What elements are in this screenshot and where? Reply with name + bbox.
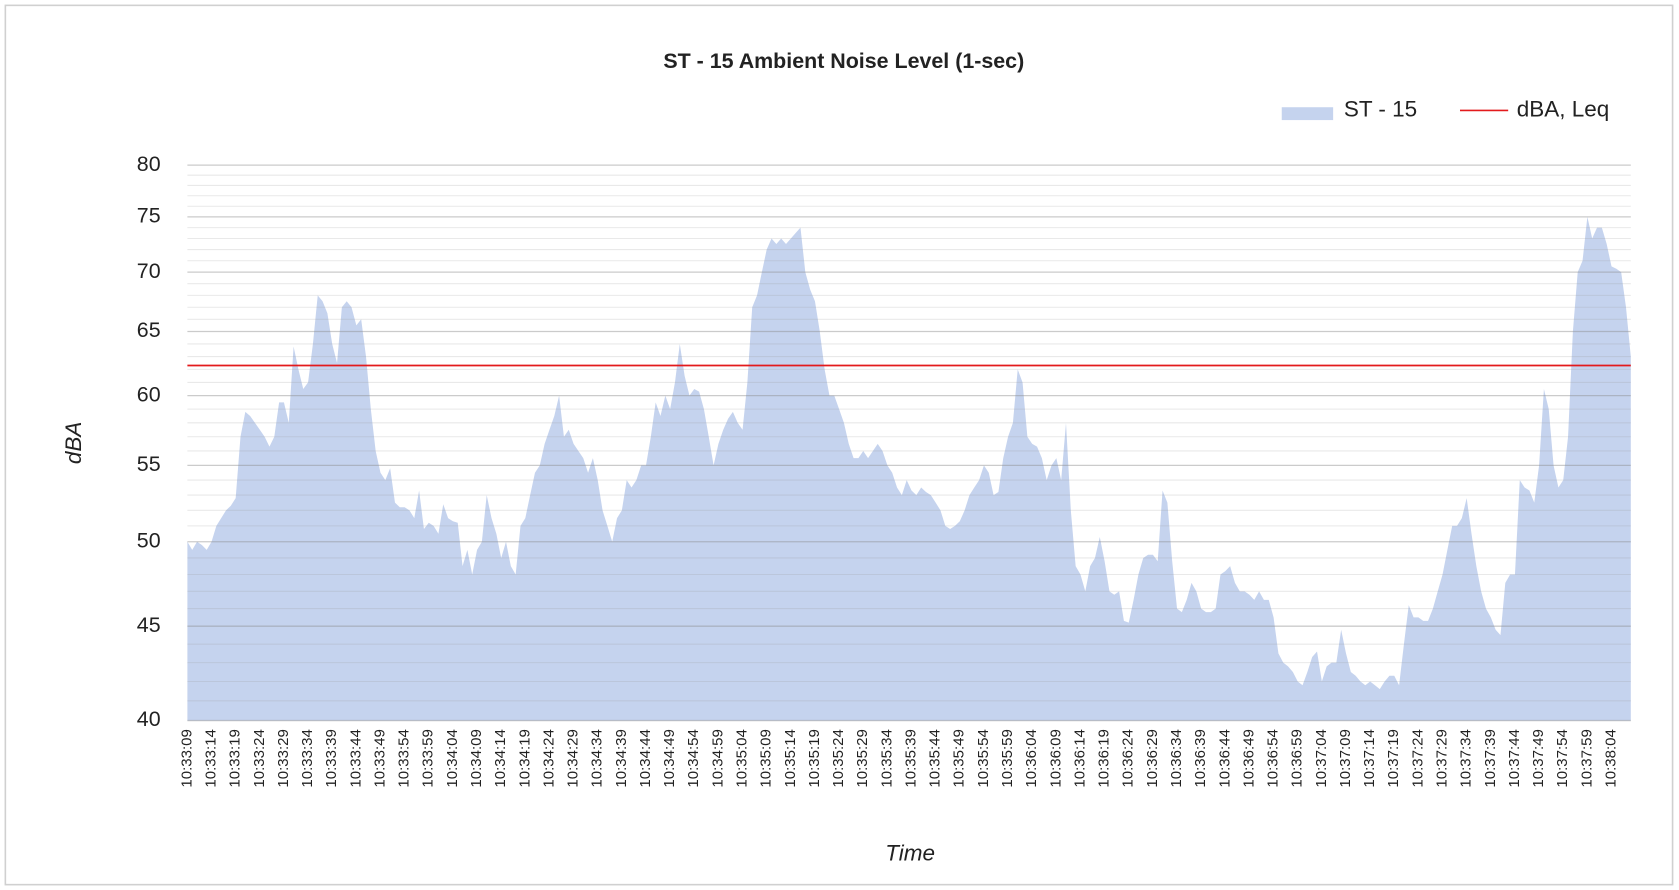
y-tick-label: 55 — [137, 452, 161, 476]
x-tick-label: 10:34:39 — [613, 729, 630, 787]
x-tick-label: 10:33:54 — [396, 729, 413, 787]
legend-label: dBA, Leq — [1517, 96, 1610, 121]
x-tick-label: 10:35:19 — [806, 729, 823, 787]
x-tick-label: 10:33:59 — [420, 729, 437, 787]
x-tick-label: 10:37:49 — [1530, 729, 1547, 787]
x-tick-label: 10:36:39 — [1192, 729, 1209, 787]
y-tick-label: 60 — [137, 382, 161, 406]
x-tick-label: 10:36:09 — [1047, 729, 1064, 787]
x-tick-label: 10:34:34 — [589, 729, 606, 787]
x-tick-label: 10:37:59 — [1578, 729, 1595, 787]
x-tick-label: 10:34:04 — [444, 729, 461, 787]
x-tick-label: 10:34:14 — [492, 729, 509, 787]
x-tick-label: 10:36:59 — [1289, 729, 1306, 787]
x-tick-label: 10:33:34 — [299, 729, 316, 787]
x-tick-label: 10:34:44 — [637, 729, 654, 787]
x-tick-label: 10:33:19 — [227, 729, 244, 787]
x-tick-label: 10:33:44 — [347, 729, 364, 787]
x-tick-label: 10:37:04 — [1313, 729, 1330, 787]
x-tick-label: 10:33:29 — [275, 729, 292, 787]
legend-label: ST - 15 — [1344, 96, 1417, 121]
y-tick-label: 40 — [137, 707, 161, 731]
x-tick-label: 10:34:24 — [540, 729, 557, 787]
x-tick-label: 10:35:54 — [975, 729, 992, 787]
x-tick-label: 10:37:34 — [1458, 729, 1475, 787]
area — [187, 216, 1631, 721]
x-tick-label: 10:36:04 — [1023, 729, 1040, 787]
x-tick-label: 10:37:39 — [1482, 729, 1499, 787]
x-tick-label: 10:34:29 — [565, 729, 582, 787]
x-tick-label: 10:34:54 — [685, 729, 702, 787]
x-tick-label: 10:35:14 — [782, 729, 799, 787]
y-tick-label: 70 — [137, 259, 161, 283]
x-axis-label: Time — [885, 841, 935, 866]
x-tick-label: 10:33:24 — [251, 729, 268, 787]
x-tick-label: 10:35:09 — [758, 729, 775, 787]
y-axis-label: dBA — [61, 422, 86, 465]
x-tick-label: 10:37:19 — [1385, 729, 1402, 787]
x-tick-label: 10:35:59 — [999, 729, 1016, 787]
x-tick-label: 10:35:34 — [878, 729, 895, 787]
x-tick-label: 10:37:54 — [1554, 729, 1571, 787]
x-tick-label: 10:33:09 — [178, 729, 195, 787]
x-tick-label: 10:33:14 — [203, 729, 220, 787]
x-tick-label: 10:35:24 — [830, 729, 847, 787]
x-tick-label: 10:35:44 — [927, 729, 944, 787]
x-tick-label: 10:34:49 — [661, 729, 678, 787]
x-tick-label: 10:34:19 — [516, 729, 533, 787]
legend-swatch — [1281, 107, 1334, 121]
x-tick-label: 10:35:49 — [951, 729, 968, 787]
x-tick-label: 10:35:39 — [902, 729, 919, 787]
x-tick-label: 10:35:29 — [854, 729, 871, 787]
y-tick-label: 80 — [137, 152, 161, 176]
y-tick-label: 50 — [137, 528, 161, 552]
x-tick-label: 10:38:04 — [1602, 729, 1619, 787]
x-tick-label: 10:37:09 — [1337, 729, 1354, 787]
x-tick-label: 10:37:44 — [1506, 729, 1523, 787]
x-tick-label: 10:36:19 — [1096, 729, 1113, 787]
x-tick-label: 10:35:04 — [734, 729, 751, 787]
y-tick-label: 65 — [137, 318, 161, 342]
y-tick-label: 45 — [137, 613, 161, 637]
x-tick-label: 10:34:59 — [709, 729, 726, 787]
chart-title: ST - 15 Ambient Noise Level (1-sec) — [663, 49, 1024, 73]
x-tick-label: 10:36:14 — [1071, 729, 1088, 787]
x-tick-label: 10:33:39 — [323, 729, 340, 787]
y-tick-label: 75 — [137, 203, 161, 227]
x-tick-label: 10:37:24 — [1409, 729, 1426, 787]
x-tick-label: 10:36:29 — [1144, 729, 1161, 787]
x-tick-label: 10:36:24 — [1120, 729, 1137, 787]
x-tick-label: 10:36:34 — [1168, 729, 1185, 787]
x-tick-label: 10:36:49 — [1240, 729, 1257, 787]
x-tick-label: 10:37:29 — [1434, 729, 1451, 787]
x-tick-label: 10:36:44 — [1216, 729, 1233, 787]
x-tick-label: 10:36:54 — [1265, 729, 1282, 787]
x-tick-label: 10:37:14 — [1361, 729, 1378, 787]
x-tick-label: 10:33:49 — [371, 729, 388, 787]
x-tick-label: 10:34:09 — [468, 729, 485, 787]
